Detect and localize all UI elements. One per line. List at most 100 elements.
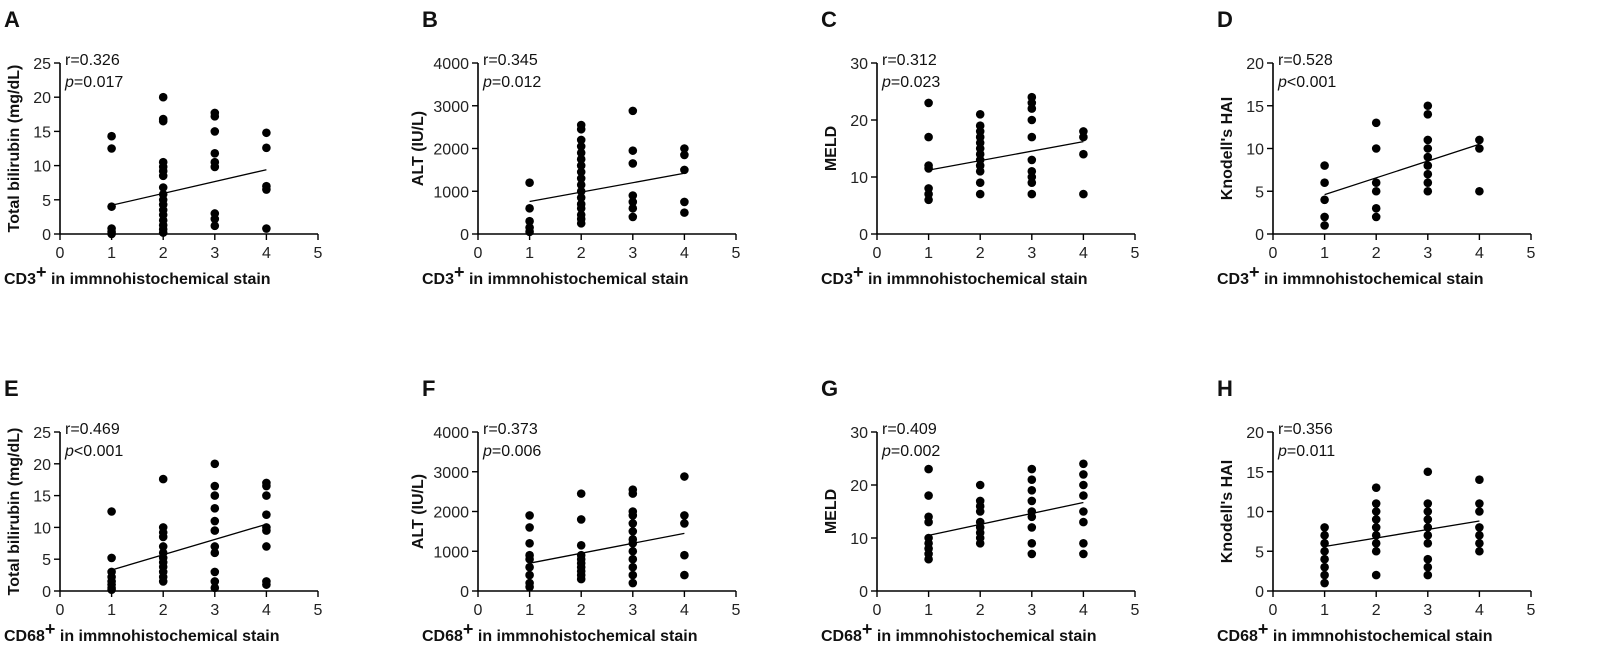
data-point [576,489,586,498]
data-point [1423,101,1433,111]
y-tick-label: 10 [1246,142,1264,159]
data-point [576,540,586,550]
x-axis-title-marker: CD3 [4,271,36,288]
y-tick-label: 15 [33,489,51,506]
panel-letter: F [422,376,435,401]
data-point [1423,539,1433,548]
data-point [628,146,638,155]
data-point [680,550,689,560]
data-point [107,553,116,563]
data-point [1371,515,1381,524]
data-point [576,193,586,202]
panel-letter: E [4,376,19,401]
data-point [1027,155,1037,165]
data-point [525,570,534,580]
data-point [1027,539,1037,548]
y-tick-label: 15 [33,124,51,141]
data-point [1423,467,1433,477]
data-point [158,171,168,181]
data-point [628,570,638,580]
data-point [1423,169,1433,179]
x-tick-label: 0 [56,602,65,619]
data-point [576,180,586,190]
regression-line [1324,143,1480,196]
data-point [210,481,220,491]
x-tick-label: 4 [1475,245,1484,262]
data-point [1027,475,1037,485]
data-point [924,491,933,500]
r-value: r=0.356 [1278,421,1333,438]
data-point [1475,531,1484,540]
x-tick-label: 4 [680,245,689,262]
data-point [1079,149,1088,159]
x-tick-label: 4 [1475,602,1484,619]
data-point [1371,499,1381,508]
y-tick-label: 20 [33,457,51,474]
x-tick-label: 4 [1079,245,1088,262]
data-point [1423,135,1433,145]
x-tick-label: 1 [924,602,933,619]
data-point [158,577,168,586]
x-axis-title-marker: CD68 [4,628,45,645]
x-tick-label: 1 [525,602,534,619]
y-tick-label: 10 [1246,505,1264,522]
data-point [107,144,116,153]
data-point [924,554,933,564]
data-point [1371,507,1381,516]
data-point [975,480,985,490]
data-point [628,527,638,536]
x-axis-title-marker: CD68 [422,628,463,645]
data-point [1320,531,1329,540]
data-point [924,517,933,527]
y-tick-label: 0 [859,584,868,601]
y-tick-label: 1000 [433,184,469,201]
data-point [628,511,638,520]
data-point [1079,539,1088,548]
data-point [975,507,985,516]
y-tick-label: 0 [1255,584,1264,601]
x-tick-label: 0 [873,245,882,262]
y-axis-title: Total bilirubin (mg/dL) [6,65,23,233]
x-axis-title-rest: in immnohistochemical stain [465,271,689,288]
y-tick-label: 1000 [433,544,469,561]
p-symbol: p [1277,443,1287,460]
x-tick-label: 0 [873,602,882,619]
data-point [262,510,271,519]
x-tick-label: 2 [577,245,586,262]
x-axis-title-superscript: + [454,262,465,282]
data-point [1079,517,1088,527]
data-point [628,562,638,572]
y-tick-label: 0 [859,227,868,244]
x-axis-title-marker: CD3 [821,271,853,288]
x-tick-label: 5 [314,245,323,262]
x-tick-label: 2 [159,245,168,262]
data-point [1079,132,1088,142]
data-point [1320,212,1329,222]
data-point [525,178,534,187]
p-value-number: =0.002 [891,443,940,460]
y-axis-title: Knodell's HAI [1219,460,1236,563]
data-point [975,539,985,548]
x-tick-label: 5 [1131,602,1140,619]
r-value: r=0.469 [65,421,120,438]
data-point [1320,178,1329,187]
data-point [1079,480,1088,490]
data-point [1423,144,1433,153]
y-tick-label: 25 [33,425,51,442]
x-tick-label: 3 [210,602,219,619]
data-point [680,511,689,520]
x-tick-label: 4 [680,602,689,619]
y-axis-title: Total bilirubin (mg/dL) [6,428,23,596]
x-tick-label: 3 [628,602,637,619]
data-point [210,162,220,172]
data-point [924,132,933,142]
data-point [576,515,586,524]
p-symbol: p [482,74,492,91]
data-point [1320,539,1329,548]
x-tick-label: 5 [732,245,741,262]
y-tick-label: 2000 [433,505,469,522]
data-point [1371,483,1381,492]
y-tick-label: 3000 [433,99,469,116]
y-tick-label: 5 [1255,544,1264,561]
data-point [525,216,534,226]
